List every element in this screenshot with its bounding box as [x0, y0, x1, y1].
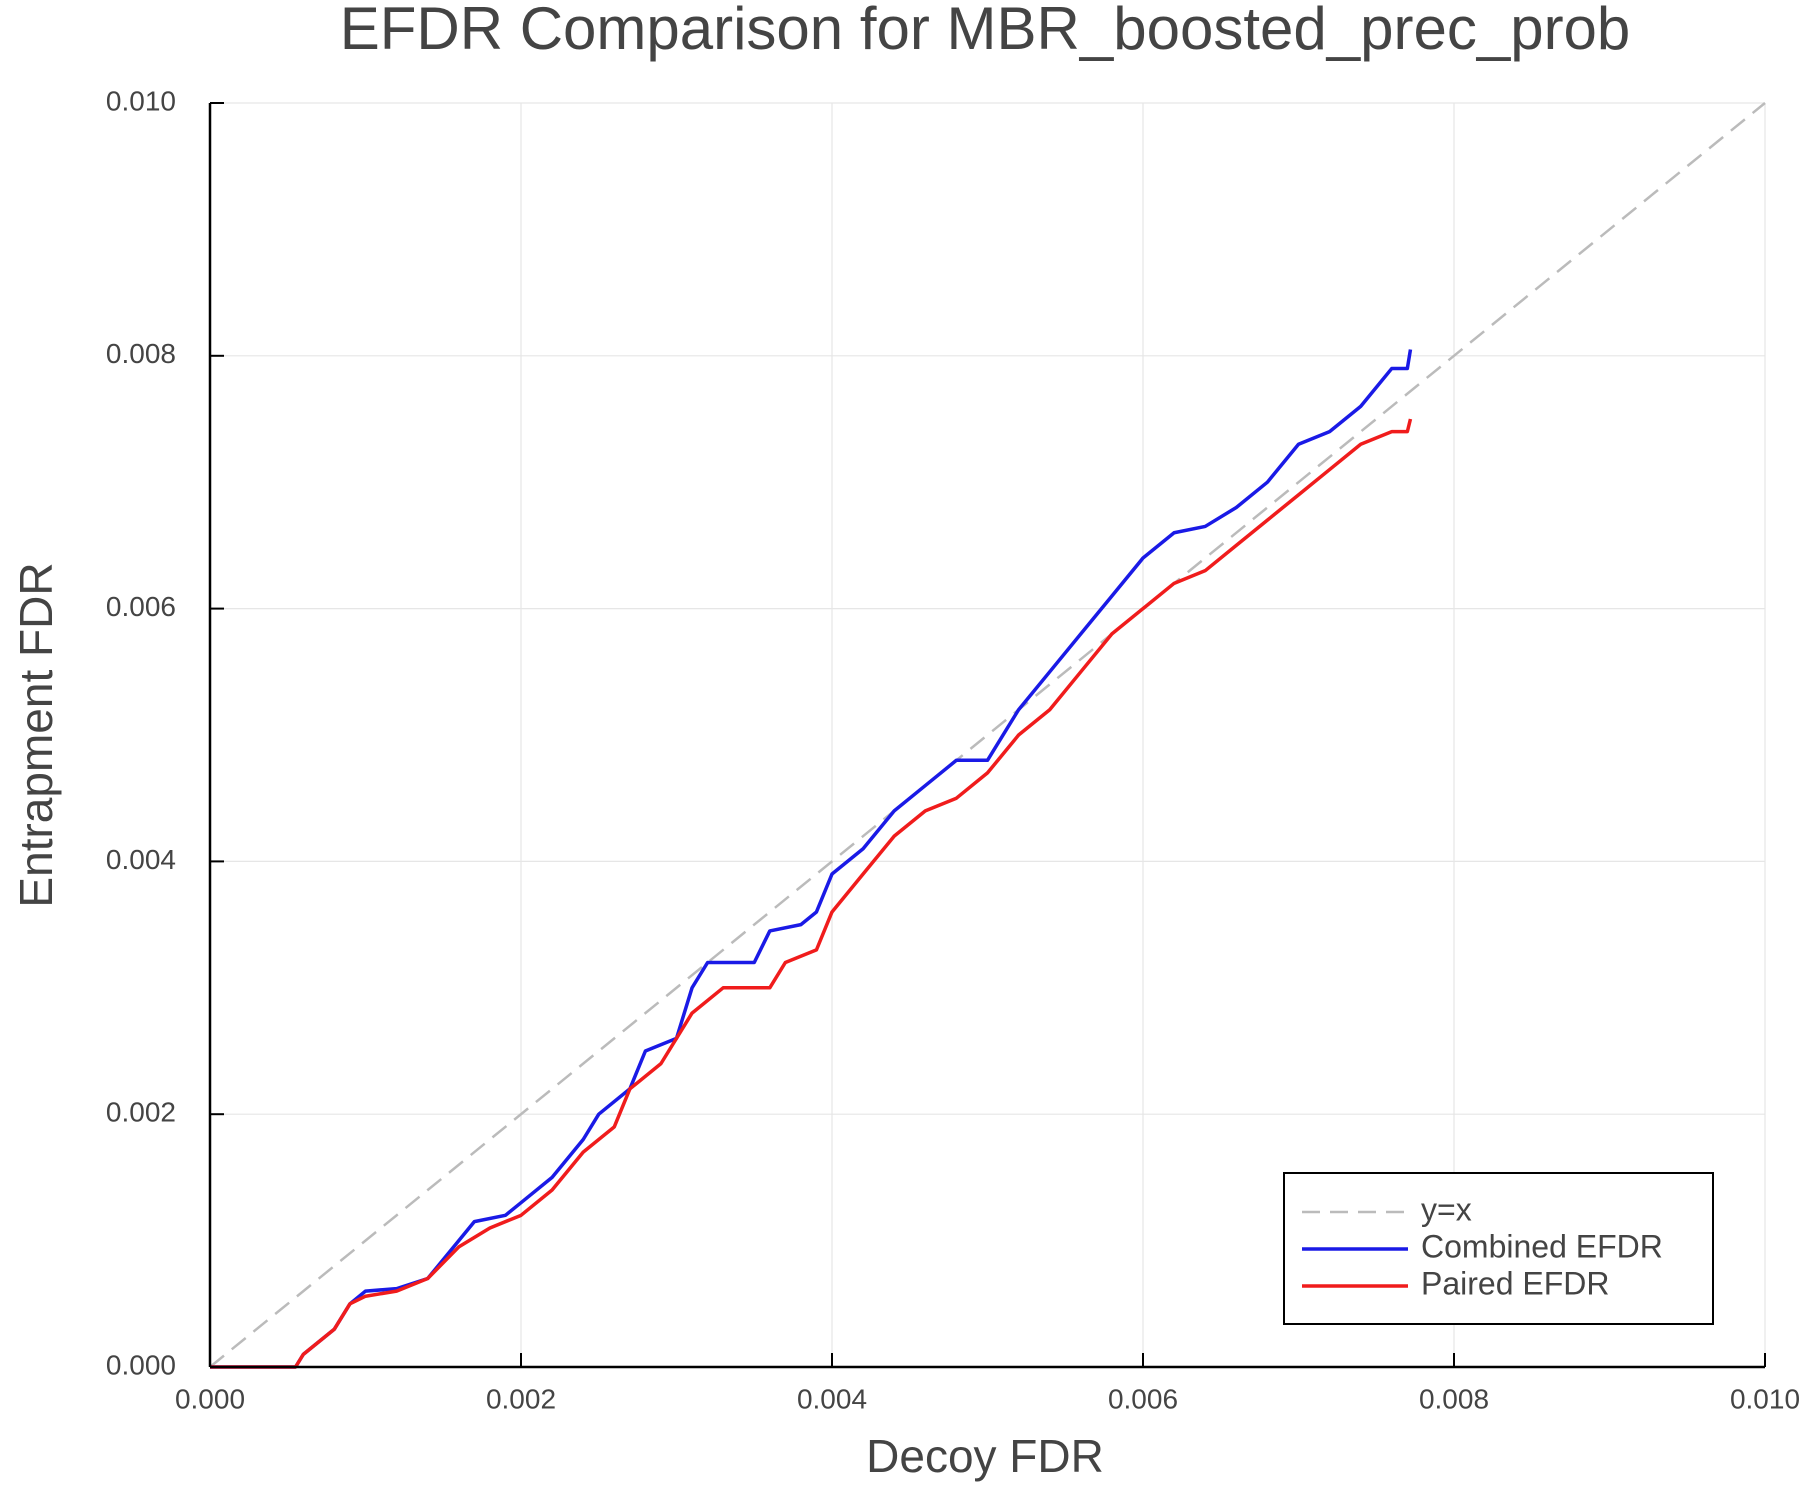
y-tick-label: 0.008 — [106, 338, 176, 369]
y-tick-label: 0.006 — [106, 591, 176, 622]
x-tick-label: 0.004 — [797, 1383, 867, 1414]
x-tick-label: 0.008 — [1419, 1383, 1489, 1414]
chart-title: EFDR Comparison for MBR_boosted_prec_pro… — [340, 0, 1631, 62]
axes: 0.000 0.002 0.004 0.006 0.008 0.010 0.000 0.002… — [106, 85, 1800, 1414]
x-tick-label: 0.002 — [486, 1383, 556, 1414]
y-tick-label: 0.004 — [106, 844, 176, 875]
x-tick-label: 0.000 — [175, 1383, 245, 1414]
legend-label: Combined EFDR — [1421, 1228, 1663, 1264]
y-tick-label: 0.010 — [106, 85, 176, 116]
series-line — [210, 418, 1413, 1369]
y-axis-label: Entrapment FDR — [10, 562, 62, 907]
legend-label: y=x — [1421, 1191, 1472, 1227]
series-line — [209, 102, 1766, 1368]
x-tick-label: 0.010 — [1730, 1383, 1800, 1414]
x-tick-label: 0.006 — [1108, 1383, 1178, 1414]
plot-lines — [209, 102, 1766, 1369]
y-tick-label: 0.000 — [106, 1349, 176, 1380]
series-line — [210, 349, 1413, 1369]
y-tick-label: 0.002 — [106, 1097, 176, 1128]
x-axis-label: Decoy FDR — [866, 1430, 1104, 1482]
legend-label: Paired EFDR — [1421, 1265, 1610, 1301]
